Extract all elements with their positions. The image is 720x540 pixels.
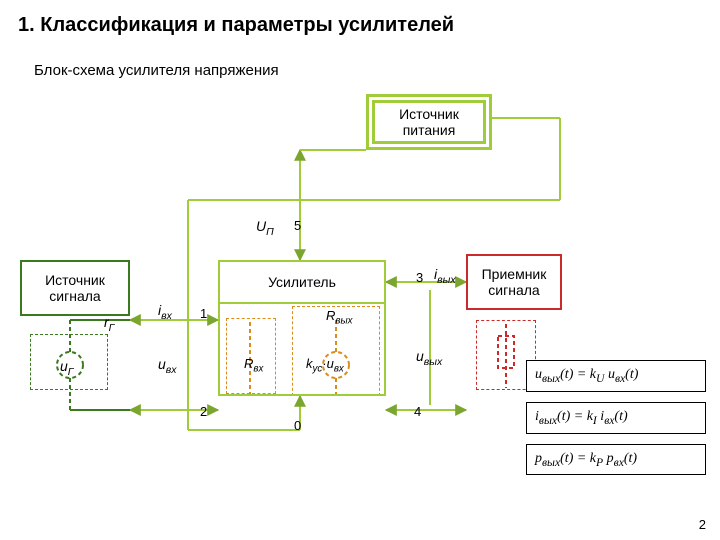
equation-u: uвых(t) = kU uвх(t) (526, 360, 706, 392)
signal-receiver-box: Приемник сигнала (466, 254, 562, 310)
source-label: Источник сигнала (22, 272, 128, 304)
amp-lower-border (218, 304, 386, 396)
equations-block: uвых(t) = kU uвх(t) iвых(t) = kI iвх(t) … (526, 360, 706, 485)
label-i-vx: iвх (158, 302, 172, 322)
node-3: 3 (416, 270, 423, 285)
page-number: 2 (699, 517, 706, 532)
equation-i: iвых(t) = kI iвх(t) (526, 402, 706, 434)
label-r-g: rГ (104, 314, 114, 334)
label-i-vyx: iвых (434, 266, 456, 286)
node-1: 1 (200, 306, 207, 321)
signal-source-box: Источник сигнала (20, 260, 130, 316)
amplifier-box: Усилитель (218, 260, 386, 304)
equation-p: pвых(t) = kP pвх(t) (526, 444, 706, 476)
recv-label: Приемник сигнала (468, 266, 560, 298)
label-u-vyx: uвых (416, 348, 442, 368)
power-supply-box: Источник питания (366, 94, 492, 150)
amp-label: Усилитель (268, 274, 336, 290)
label-r-vx: Rвх (244, 356, 263, 375)
node-0: 0 (294, 418, 301, 433)
node-2: 2 (200, 404, 207, 419)
label-k-u: kус·uвх (306, 356, 344, 375)
node-4: 4 (414, 404, 421, 419)
node-5: 5 (294, 218, 301, 233)
label-r-vyx: Rвых (326, 308, 353, 327)
label-u-vx: uвх (158, 356, 177, 376)
label-u-p: UП (256, 218, 274, 238)
label-u-g: uГ (60, 358, 74, 378)
power-label: Источник питания (375, 106, 483, 138)
